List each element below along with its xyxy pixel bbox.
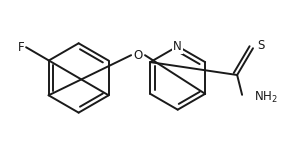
Text: F: F xyxy=(18,41,24,54)
Text: O: O xyxy=(133,49,143,62)
Text: S: S xyxy=(257,39,264,52)
Text: N: N xyxy=(173,40,182,53)
Text: NH$_2$: NH$_2$ xyxy=(254,90,278,105)
